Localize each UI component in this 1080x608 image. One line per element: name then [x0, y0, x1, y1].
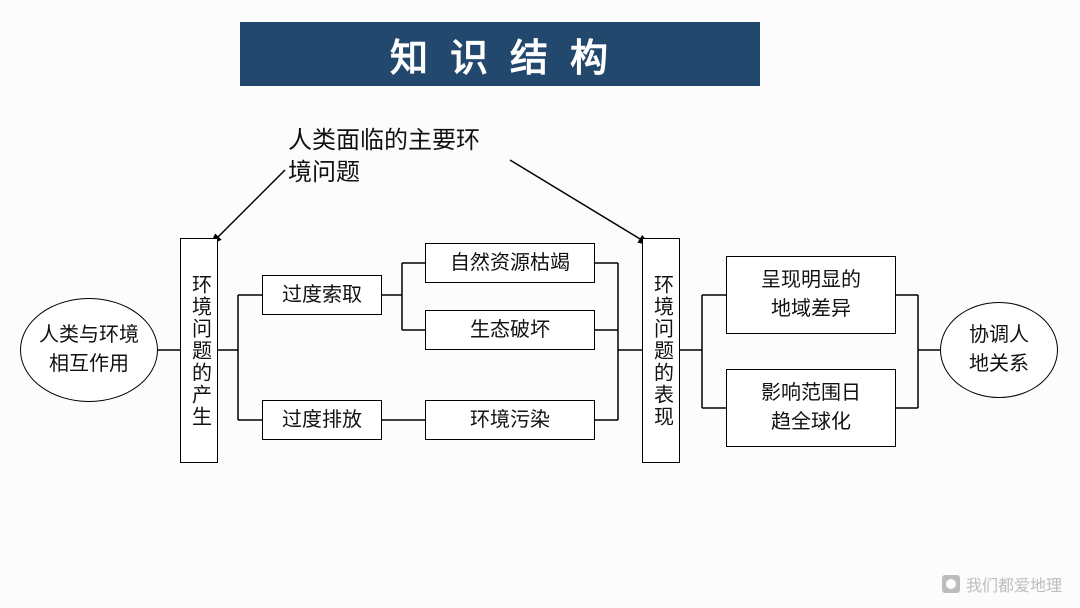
node-d2-l2: 趋全球化	[771, 411, 851, 433]
connector-canvas	[0, 0, 1080, 608]
node-c1: 自然资源枯竭	[425, 243, 595, 283]
node-start: 人类与环境 相互作用	[20, 298, 158, 402]
node-start-l2: 相互作用	[49, 353, 129, 375]
node-b1: 过度索取	[262, 275, 382, 315]
node-end-l2: 地关系	[969, 353, 1029, 375]
wechat-icon	[942, 575, 960, 593]
callout-text: 人类面临的主要环 境问题	[288, 125, 480, 190]
callout-line1: 人类面临的主要环	[288, 128, 480, 154]
node-v2: 环境问题的表现	[642, 238, 680, 463]
callout-line2: 境问题	[288, 160, 360, 186]
node-d1: 呈现明显的 地域差异	[726, 256, 896, 334]
node-c2: 生态破坏	[425, 310, 595, 350]
node-start-l1: 人类与环境	[39, 324, 139, 346]
node-d2-l1: 影响范围日	[761, 382, 861, 404]
node-end: 协调人 地关系	[940, 302, 1058, 398]
watermark: 我们都爱地理	[942, 572, 1062, 596]
node-d1-l1: 呈现明显的	[761, 269, 861, 291]
node-end-l1: 协调人	[969, 324, 1029, 346]
node-v1: 环境问题的产生	[180, 238, 218, 463]
node-b2: 过度排放	[262, 400, 382, 440]
watermark-text: 我们都爱地理	[966, 572, 1062, 596]
node-d2: 影响范围日 趋全球化	[726, 369, 896, 447]
node-d1-l2: 地域差异	[771, 298, 851, 320]
node-c3: 环境污染	[425, 400, 595, 440]
title-banner: 知识结构	[240, 22, 760, 86]
